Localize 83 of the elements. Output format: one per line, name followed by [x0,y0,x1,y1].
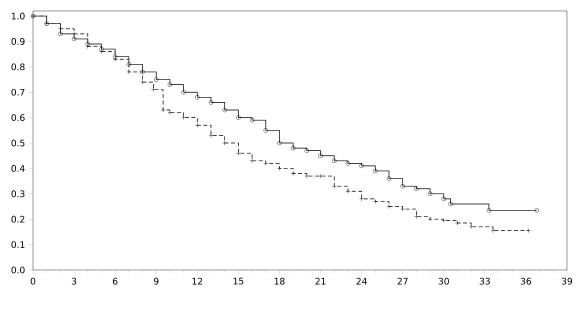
point [208,100,214,105]
point [359,196,364,202]
point [442,196,446,202]
point [400,184,405,188]
y-tick-label: 0.8 [11,63,25,70]
point [264,128,268,133]
point [222,108,227,112]
y-tick-label: 0.1 [11,241,24,248]
point [277,140,282,146]
point [290,171,296,176]
point [168,82,172,87]
point [112,54,118,59]
point [151,88,156,92]
point [290,146,296,150]
point [526,228,531,233]
y-tick-label: 0.4 [11,165,25,172]
point [359,164,364,168]
y-tick-label: 0.3 [11,190,24,198]
point [414,214,419,219]
point [72,36,76,42]
x-tick-label: 3 [72,278,76,285]
point [236,150,241,156]
x-tick-label: 24 [356,278,367,284]
point [386,176,392,181]
x-tick-label: 15 [234,278,244,284]
y-tick-label: 0.9 [11,38,25,45]
point [414,186,419,191]
point [332,158,336,163]
x-tick-label: 33 [480,278,490,285]
x-tick-label: 0 [30,278,36,285]
point [455,220,460,226]
point [99,49,104,54]
point [428,192,432,196]
point [160,108,166,112]
point [373,199,378,204]
y-tick-label: 0.7 [11,88,24,96]
point [304,174,310,178]
y-tick-label: 0.6 [11,114,25,122]
y-tick-label: 0.2 [11,216,24,223]
x-tick-label: 6 [112,278,118,285]
y-tick-label: 0.5 [11,140,24,146]
x-tick-label: 36 [520,278,532,285]
point [140,80,145,84]
point [140,70,145,74]
point [99,46,104,52]
x-tick-label: 18 [274,278,285,285]
point [428,217,432,222]
point [318,154,323,158]
point [126,70,132,74]
point [386,204,392,209]
point [250,158,254,163]
point [304,148,310,153]
point [346,161,350,166]
point [181,115,186,120]
point [490,228,496,233]
point [58,32,63,36]
point [486,208,492,213]
point [400,206,405,212]
point [373,168,378,174]
point [195,95,200,100]
x-tick-label: 30 [438,278,449,285]
point [318,174,323,178]
x-tick-label: 9 [154,278,158,285]
x-tick-label: 21 [315,278,326,284]
point [154,77,158,82]
point [468,224,474,230]
point [222,140,227,146]
point [448,202,453,206]
point [250,118,254,122]
point [181,90,186,94]
point [86,44,90,49]
point [208,133,214,138]
point [126,62,132,67]
y-tick-label: 1.0 [12,12,25,20]
point [86,42,90,46]
point [236,115,241,120]
x-tick-label: 12 [192,278,202,284]
point [346,189,350,194]
x-tick-label: 39 [562,278,572,285]
point [168,110,172,115]
x-tick-label: 27 [398,278,408,284]
point [277,166,282,171]
y-tick-label: 0.0 [11,266,25,274]
